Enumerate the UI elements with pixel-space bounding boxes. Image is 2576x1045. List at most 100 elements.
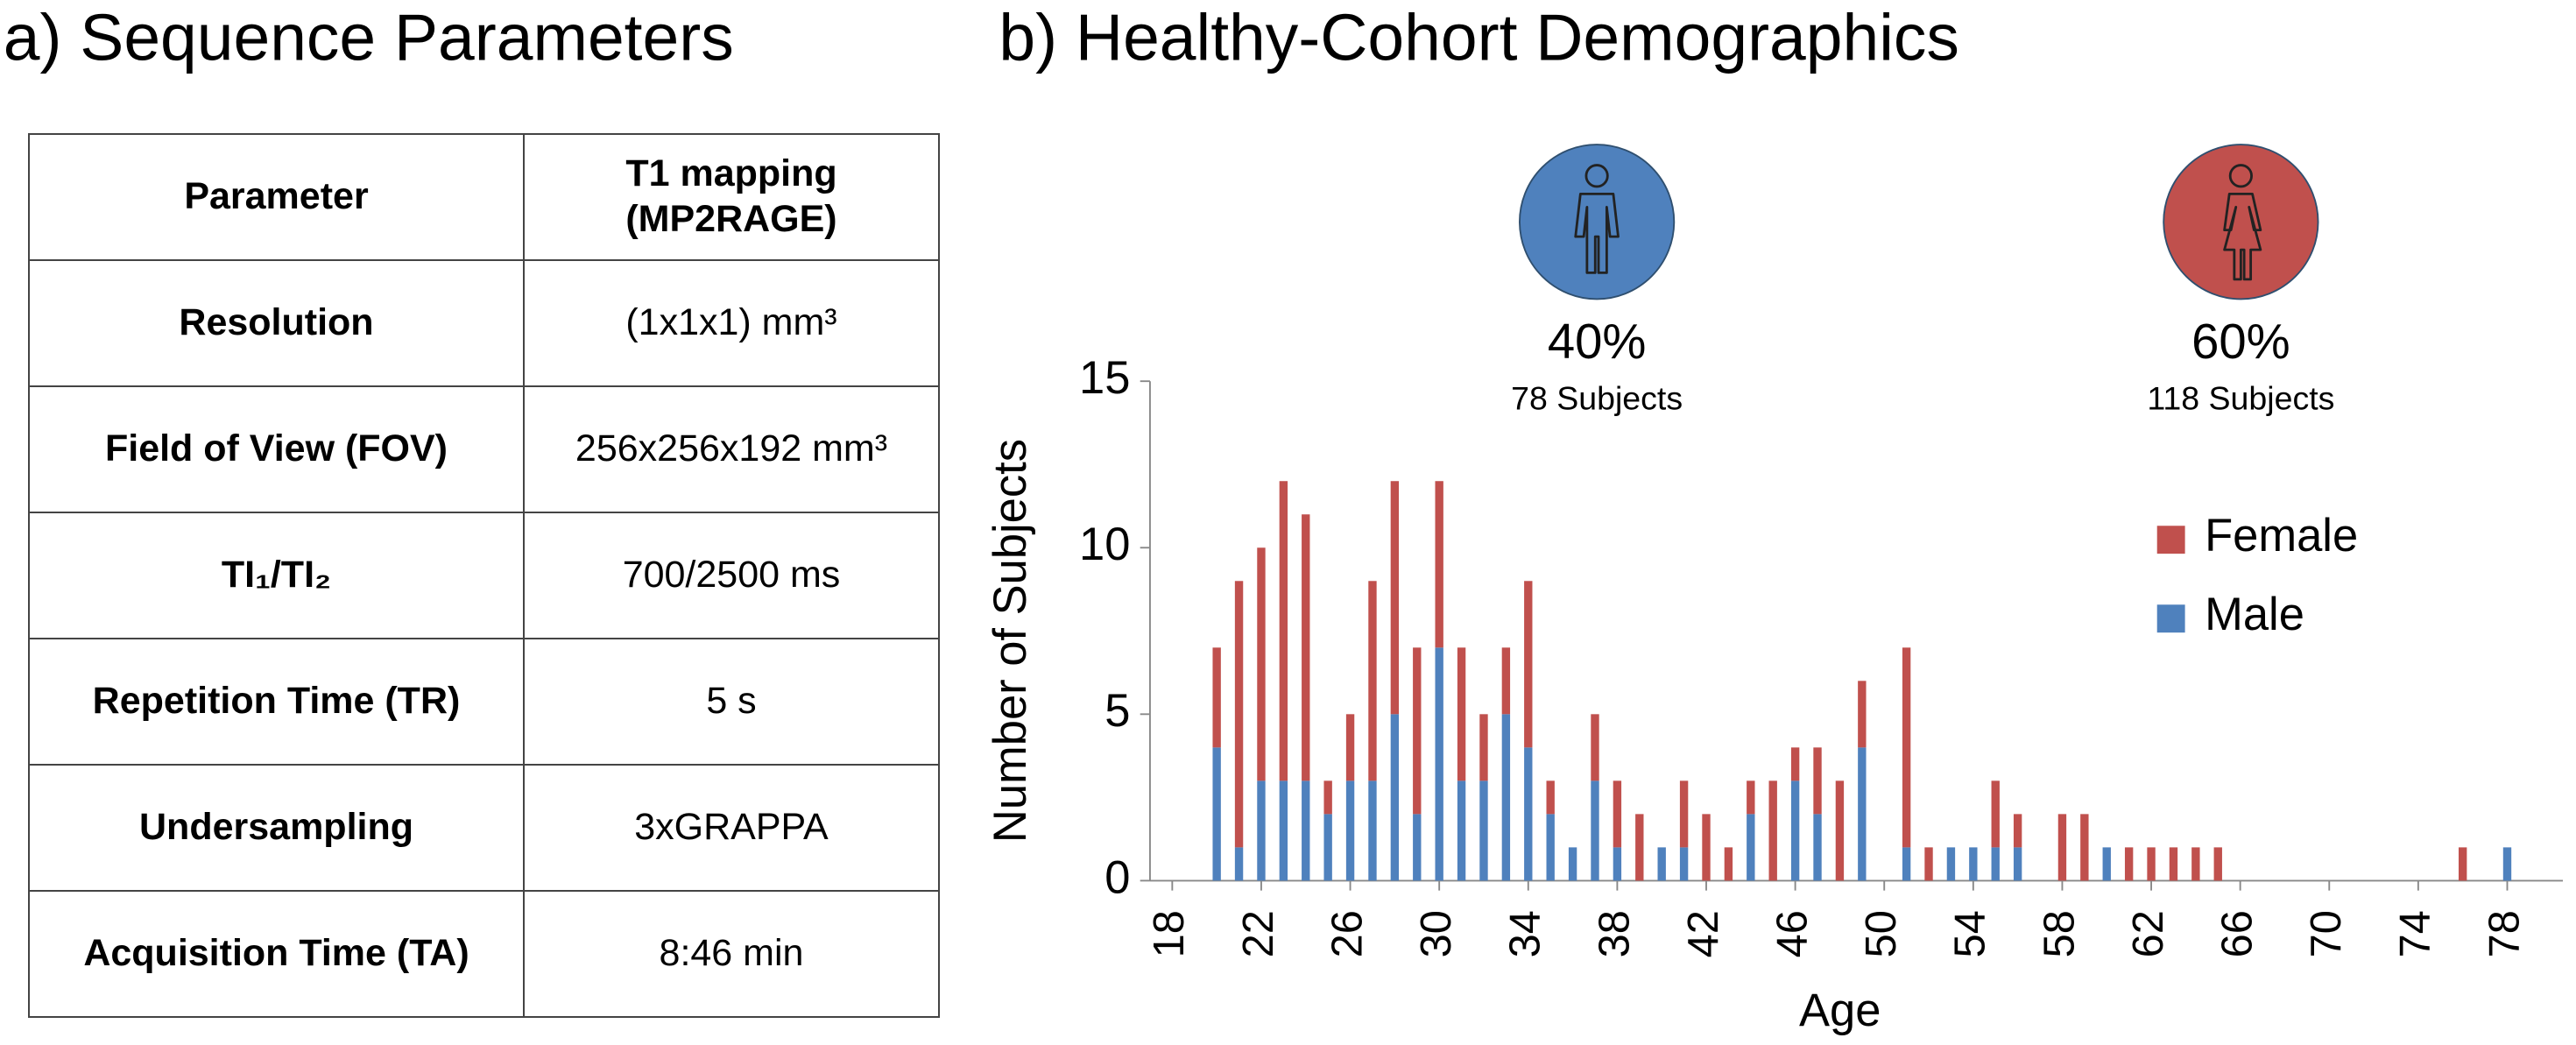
x-tick-label: 30 <box>1413 910 1460 957</box>
bar-segment <box>2502 847 2512 881</box>
x-tick-label: 74 <box>2392 910 2439 957</box>
bar-segment <box>1790 780 1800 881</box>
percent-label: 60% <box>2191 314 2290 369</box>
bar-segment <box>1479 780 1488 881</box>
person-icon <box>1574 192 1620 274</box>
person-head <box>2228 164 2253 188</box>
badge-circle <box>2163 144 2319 300</box>
bar-segment <box>1390 714 1400 881</box>
bar-segment <box>2013 847 2022 881</box>
x-tick-label: 70 <box>2303 910 2350 957</box>
cell: 3xGRAPPA <box>523 764 940 892</box>
bar-segment <box>1591 714 1599 781</box>
bar-segment <box>1969 847 1978 881</box>
y-tick-label: 0 <box>1105 851 1130 903</box>
bar-segment <box>1368 581 1377 781</box>
x-tick-label: 42 <box>1680 910 1727 957</box>
bar-segment <box>1813 814 1822 881</box>
bar-segment <box>1858 747 1867 881</box>
badge-circle <box>1519 144 1676 300</box>
bar-segment <box>1702 814 1711 881</box>
row-header: Field of View (FOV) <box>28 385 525 513</box>
table-row: Repetition Time (TR) 5 s <box>28 638 940 766</box>
bar-segment <box>1613 847 1622 881</box>
bar-segment <box>1368 780 1377 881</box>
bar-segment <box>2013 814 2022 848</box>
bar-segment <box>2124 847 2134 881</box>
bar-segment <box>1435 481 1443 648</box>
bar-segment <box>1457 780 1466 881</box>
bar-segment <box>1813 747 1822 815</box>
chart-title: b) Healthy-Cohort Demographics <box>999 1 1959 74</box>
bar-segment <box>1657 847 1666 881</box>
cell: 8:46 min <box>523 890 940 1018</box>
y-tick-label: 10 <box>1079 519 1130 570</box>
y-tick-label: 5 <box>1105 685 1130 737</box>
bar-segment <box>1835 780 1845 881</box>
bar-segment <box>1257 780 1266 881</box>
bar-segment <box>1591 780 1599 881</box>
person-head <box>1584 164 1609 188</box>
bar-segment <box>1345 714 1355 781</box>
bar-segment <box>1568 847 1577 881</box>
panel-title: a) Sequence Parameters <box>4 1 734 74</box>
x-tick-label: 26 <box>1323 910 1371 957</box>
table-row: Resolution (1x1x1) mm³ <box>28 259 940 387</box>
legend-swatch <box>2156 526 2185 554</box>
bar-segment <box>1302 514 1310 781</box>
bar-segment <box>2080 814 2089 881</box>
bar-segment <box>1413 647 1422 815</box>
bar-segment <box>1501 647 1511 715</box>
table-row: Parameter T1 mapping (MP2RAGE) <box>28 133 940 261</box>
bar-segment <box>1790 747 1800 781</box>
legend-label: Male <box>2205 589 2304 640</box>
bar-segment <box>1345 780 1355 881</box>
row-header: Acquisition Time (TA) <box>28 890 525 1018</box>
x-tick-label: 66 <box>2214 910 2262 957</box>
x-tick-label: 78 <box>2481 910 2528 957</box>
bar-segment <box>1501 714 1511 881</box>
bar-segment <box>2458 847 2467 881</box>
bar-segment <box>1991 780 2000 848</box>
subjects-label: 118 Subjects <box>2147 380 2334 417</box>
table-row: TI₁/TI₂ 700/2500 ms <box>28 512 940 639</box>
bar-segment <box>1768 780 1777 881</box>
x-tick-label: 18 <box>1146 910 1193 957</box>
bar-segment <box>1991 847 2000 881</box>
bar-segment <box>1524 747 1533 881</box>
bar-segment <box>1524 581 1533 748</box>
x-tick-label: 46 <box>1768 910 1816 957</box>
bar-segment <box>1323 814 1332 881</box>
bar-segment <box>2147 847 2156 881</box>
bar-segment <box>1279 780 1288 881</box>
bar-segment <box>1747 814 1755 881</box>
x-tick-label: 50 <box>1858 910 1905 957</box>
percent-label: 40% <box>1548 314 1647 369</box>
table-row: Acquisition Time (TA) 8:46 min <box>28 890 940 1018</box>
bar-segment <box>1479 714 1488 781</box>
bar-segment <box>2213 847 2222 881</box>
bar-segment <box>1902 847 1911 881</box>
legend-swatch <box>2156 604 2185 633</box>
row-header: Repetition Time (TR) <box>28 638 525 766</box>
table-row: Field of View (FOV) 256x256x192 mm³ <box>28 385 940 513</box>
table-row: Undersampling 3xGRAPPA <box>28 764 940 892</box>
x-tick-label: 34 <box>1502 910 1549 957</box>
legend-label: Female <box>2205 510 2358 561</box>
bar-segment <box>2191 847 2200 881</box>
bar-segment <box>2102 847 2111 881</box>
bar-segment <box>1457 647 1466 781</box>
bar-segment <box>1679 847 1689 881</box>
cell: 700/2500 ms <box>523 512 940 639</box>
bar-segment <box>1613 780 1622 848</box>
bar-segment <box>1212 747 1221 881</box>
bar-segment <box>1390 481 1400 715</box>
bar-segment <box>1724 847 1733 881</box>
bar-segment <box>2057 814 2067 881</box>
bar-segment <box>1946 847 1956 881</box>
bar-segment <box>1858 681 1867 748</box>
y-axis-label: Number of Subjects <box>985 439 1036 843</box>
bar-segment <box>1212 647 1221 748</box>
